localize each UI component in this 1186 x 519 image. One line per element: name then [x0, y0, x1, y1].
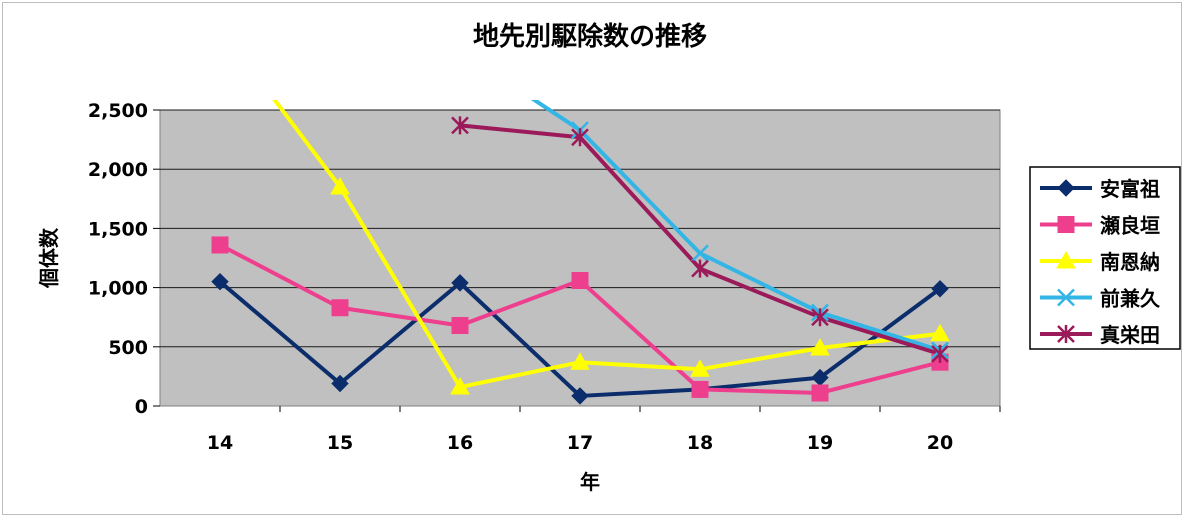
legend-label: 真栄田: [1100, 323, 1160, 347]
x-tick-label: 20: [927, 432, 953, 454]
data-point-marker: [571, 387, 589, 405]
y-axis-ticks: 0 500 1,000 1,500 2,000 2,500: [88, 100, 160, 418]
data-point-marker: [930, 323, 950, 342]
data-point-marker: [811, 308, 829, 327]
data-point-marker: [810, 337, 830, 356]
data-point-marker: [691, 244, 709, 263]
chart-title: 地先別駆除数の推移: [473, 21, 707, 52]
x-axis-ticks: 14 15 16 17 18 19 20: [207, 406, 1001, 454]
data-point-marker: [571, 271, 589, 289]
x-axis-label: 年: [580, 470, 600, 494]
data-point-marker: [450, 377, 470, 395]
data-point-marker: [451, 116, 469, 135]
legend-label: 南恩納: [1100, 250, 1160, 274]
legend-swatch-marker: [1057, 288, 1075, 307]
x-tick-label: 16: [447, 432, 473, 454]
data-point-marker: [931, 344, 949, 363]
markers-group: [211, 116, 950, 405]
y-tick-label: 500: [108, 337, 148, 359]
legend-label: 瀬良垣: [1100, 214, 1160, 238]
y-tick-label: 0: [135, 396, 148, 418]
x-tick-label: 15: [327, 432, 353, 454]
y-tick-label: 2,000: [88, 159, 148, 181]
data-point-marker: [211, 236, 229, 254]
legend-swatch-marker: [1057, 325, 1075, 343]
data-point-marker: [331, 299, 349, 317]
y-tick-label: 2,500: [88, 100, 148, 122]
data-point-marker: [571, 128, 589, 147]
legend-box: [1029, 166, 1181, 350]
x-tick-label: 19: [807, 432, 833, 454]
data-point-marker: [931, 280, 949, 298]
legend-swatch-marker: [1057, 179, 1075, 197]
x-tick-label: 18: [687, 432, 713, 454]
y-tick-label: 1,500: [88, 218, 148, 240]
data-point-marker: [691, 259, 709, 278]
data-point-marker: [211, 272, 229, 291]
data-point-marker: [331, 374, 349, 393]
x-tick-label: 17: [567, 432, 593, 454]
legend-swatch-marker: [1056, 250, 1076, 269]
data-point-marker: [451, 274, 469, 292]
data-point-marker: [811, 384, 829, 402]
data-point-marker: [330, 176, 350, 195]
legend-label: 前兼久: [1100, 287, 1161, 311]
legend-swatch-marker: [1057, 216, 1075, 233]
y-axis-label: 個体数: [37, 227, 61, 289]
y-tick-label: 1,000: [88, 278, 148, 300]
legend-label: 安富祖: [1100, 177, 1160, 201]
data-point-marker: [451, 316, 469, 334]
x-tick-label: 14: [207, 432, 233, 454]
data-point-marker: [570, 352, 590, 370]
data-point-marker: [691, 380, 709, 398]
data-point-marker: [690, 359, 710, 377]
